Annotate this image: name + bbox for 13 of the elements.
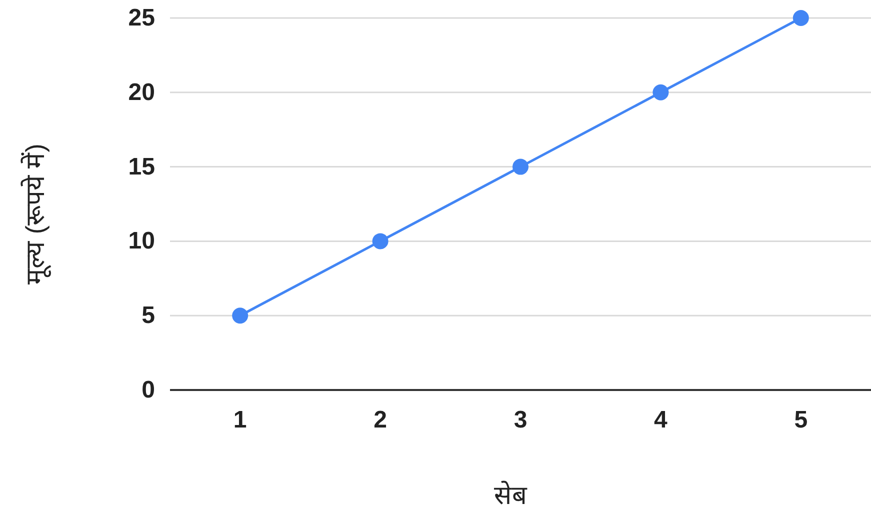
ytick: 0: [142, 376, 155, 404]
xtick: 4: [654, 406, 668, 434]
ytick: 15: [128, 153, 155, 180]
ytick: 25: [128, 4, 155, 32]
xtick: 5: [794, 406, 808, 434]
ytick: 10: [128, 228, 155, 255]
ylabel: मूल्य (रूपये में): [20, 144, 50, 284]
xtick: 2: [374, 406, 387, 434]
xtick: 1: [233, 406, 247, 434]
ytick: 20: [128, 78, 155, 106]
xtick: 3: [514, 406, 528, 434]
xlabel: सेब: [494, 480, 527, 510]
ytick: 5: [142, 302, 155, 330]
